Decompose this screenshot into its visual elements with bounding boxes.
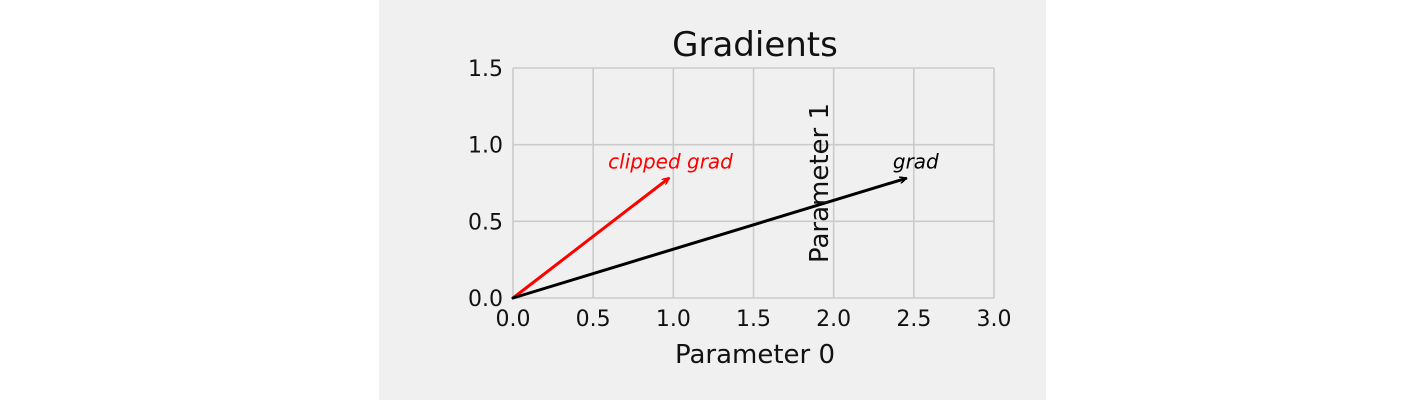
y-axis-label: Parameter 1 — [805, 103, 835, 263]
chart-figure: 0.0 0.5 1.0 1.5 2.0 2.5 3.0 0.0 0.5 1.0 1.5 clippe… — [379, 0, 1046, 400]
gradient-arrow — [511, 178, 906, 300]
tick-labels: 0.0 0.5 1.0 1.5 2.0 2.5 3.0 0.0 0.5 1.0 1.5 — [468, 57, 1012, 332]
x-tick-label: 0.0 — [496, 307, 531, 332]
x-tick-label: 0.5 — [576, 307, 611, 332]
arrow-labels: clipped grad grad — [608, 149, 939, 173]
gradient-arrows — [511, 176, 906, 300]
x-tick-label: 1.0 — [656, 307, 691, 332]
arrow-label: clipped grad — [608, 149, 733, 173]
y-tick-label: 0.5 — [468, 210, 503, 235]
x-tick-label: 2.0 — [816, 307, 851, 332]
y-tick-label: 1.5 — [468, 57, 503, 82]
x-tick-label: 2.5 — [896, 307, 931, 332]
grid-lines — [512, 67, 995, 299]
y-tick-label: 1.0 — [468, 134, 503, 159]
gradient-arrow — [511, 176, 669, 300]
x-tick-label: 1.5 — [736, 307, 771, 332]
y-tick-label: 0.0 — [468, 287, 503, 312]
arrow-label: grad — [893, 149, 939, 173]
chart-title: Gradients — [672, 25, 838, 65]
x-axis-label: Parameter 0 — [675, 340, 835, 370]
chart-canvas: 0.0 0.5 1.0 1.5 2.0 2.5 3.0 0.0 0.5 1.0 1.5 clippe… — [468, 25, 1012, 370]
x-tick-label: 3.0 — [977, 307, 1012, 332]
